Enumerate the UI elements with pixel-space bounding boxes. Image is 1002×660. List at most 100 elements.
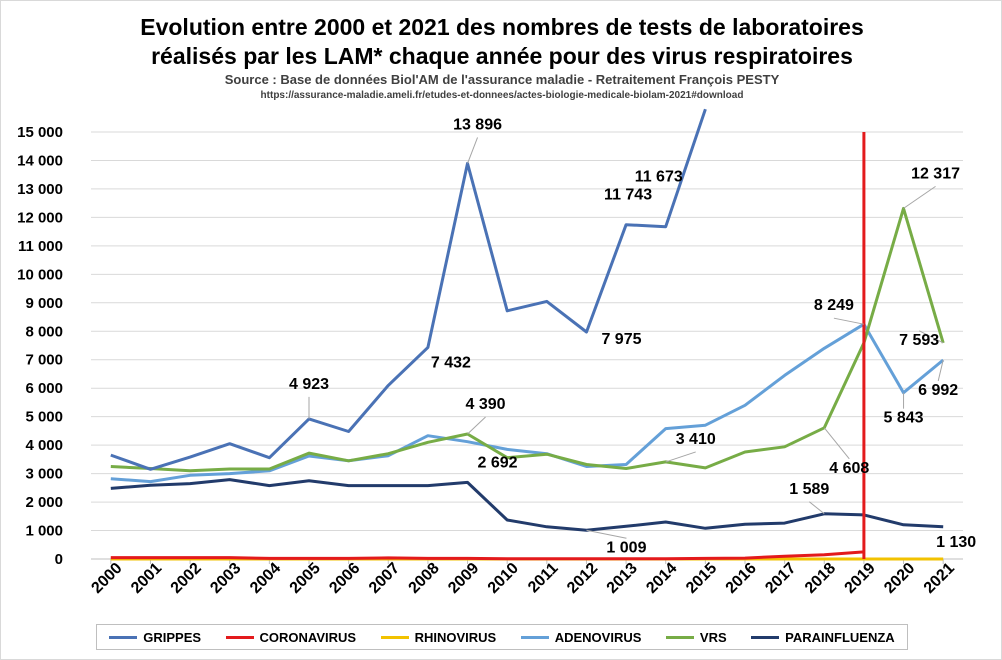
data-label: 7 975 [601, 331, 641, 348]
legend-item-coronavirus: CORONAVIRUS [225, 629, 357, 645]
legend-swatch [665, 635, 694, 639]
y-tick-label: 8 000 [25, 323, 63, 340]
legend-item-adenovirus: ADENOVIRUS [520, 629, 642, 645]
x-axis: 2000 2001 2002 2003 2004 2005 2006 2007 2008 2009… [88, 559, 958, 597]
y-tick-label: 13 000 [17, 181, 63, 198]
data-label: 1 130 [936, 534, 976, 551]
line-chart: 0 1 000 2 000 3 000 4 000 5 000 6 000 7 000 8 00… [17, 108, 976, 597]
data-label-leader [918, 330, 944, 344]
data-label: 11 673 [635, 169, 683, 186]
x-tick-label: 2015 [683, 560, 720, 597]
x-tick-label: 2016 [723, 560, 760, 597]
legend-label: VRS [699, 629, 727, 645]
x-tick-label: 2003 [207, 560, 244, 597]
series-lines [110, 108, 945, 561]
legend-item-grippes: GRIPPES [109, 630, 201, 645]
chart-title-line2: réalisés par les LAM* chaque année pour … [151, 43, 853, 69]
y-tick-label: 2 000 [25, 494, 63, 511]
data-label-leader [586, 529, 627, 539]
y-tick-label: 3 000 [25, 466, 63, 483]
y-tick-label: 7 000 [25, 352, 63, 369]
x-tick-label: 2002 [168, 560, 205, 597]
y-tick-label: 5 000 [25, 409, 63, 426]
data-label-leader [467, 416, 486, 435]
data-label: 4 608 [829, 460, 869, 477]
data-label: 4 923 [289, 376, 329, 393]
x-tick-label: 2010 [485, 560, 522, 597]
y-tick-label: 11 000 [18, 238, 63, 255]
x-tick-label: 2006 [326, 560, 363, 597]
x-tick-label: 2008 [406, 560, 443, 597]
series-line-grippes [110, 108, 707, 471]
legend-swatch [520, 635, 549, 639]
data-label: 4 390 [466, 396, 506, 413]
legend-swatch [225, 635, 254, 639]
x-tick-label: 2000 [88, 560, 125, 597]
legend-item-rhinovirus: RHINOVIRUS [380, 629, 497, 645]
x-tick-label: 2018 [802, 560, 839, 597]
x-tick-label: 2020 [881, 560, 918, 597]
y-tick-label: 12 000 [17, 209, 63, 226]
data-label: 12 317 [911, 165, 960, 182]
x-tick-label: 2014 [643, 560, 680, 597]
y-tick-label: 14 000 [17, 152, 63, 169]
data-label-leader [823, 427, 850, 460]
data-label: 6 992 [918, 382, 958, 399]
chart-legend: GRIPPES CORONAVIRUS RHINOVIRUS ADENOVIRUS VR… [96, 624, 908, 650]
y-tick-label: 4 000 [25, 437, 63, 454]
legend-swatch [751, 635, 780, 639]
legend-label: RHINOVIRUS [414, 629, 497, 645]
legend-item-vrs: VRS [665, 629, 727, 645]
x-tick-label: 2019 [842, 560, 879, 597]
data-label-leader [937, 359, 944, 382]
x-tick-label: 2021 [921, 560, 958, 597]
y-tick-label: 6 000 [25, 380, 63, 397]
data-label-leader [808, 501, 825, 515]
x-tick-label: 2013 [604, 560, 641, 597]
data-label: 7 593 [899, 332, 939, 349]
data-label-leader [903, 185, 936, 209]
chart-title-line1: Evolution entre 2000 et 2021 des nombres… [140, 14, 864, 40]
data-label: 2 692 [478, 454, 518, 471]
data-label-leader [665, 451, 696, 463]
data-label: 1 589 [789, 481, 829, 498]
series-line-vrs [110, 206, 945, 473]
y-axis: 0 1 000 2 000 3 000 4 000 5 000 6 000 7 000 8 00… [17, 124, 63, 568]
chart-source: Source : Base de données Biol'AM de l'as… [224, 72, 780, 87]
data-label: 7 432 [431, 354, 471, 371]
legend-label: PARAINFLUENZA [785, 629, 895, 645]
data-label: 8 249 [814, 297, 854, 314]
series-line-adenovirus [110, 322, 945, 484]
x-tick-label: 2017 [762, 560, 799, 597]
legend-swatch [109, 635, 138, 639]
x-tick-label: 2009 [445, 560, 482, 597]
x-tick-label: 2011 [525, 560, 562, 597]
data-label: 1 009 [606, 539, 646, 556]
x-tick-label: 2007 [366, 560, 403, 597]
grid-lines [91, 131, 963, 560]
chart-source-url: https://assurance-maladie.ameli.fr/etude… [260, 90, 744, 101]
y-tick-label: 9 000 [25, 295, 63, 312]
y-tick-label: 15 000 [17, 124, 63, 141]
data-label-leader [833, 317, 865, 325]
data-label: 11 743 [604, 187, 652, 204]
y-tick-label: 10 000 [17, 266, 63, 283]
series-line-coronavirus [110, 550, 865, 561]
y-tick-label: 1 000 [25, 523, 63, 540]
legend-label: GRIPPES [143, 629, 202, 645]
y-tick-label: 0 [55, 551, 63, 568]
legend-item-parainfluenza: PARAINFLUENZA [751, 630, 895, 645]
legend-swatch [380, 635, 409, 639]
data-label-leader [467, 137, 479, 164]
legend-label: ADENOVIRUS [554, 629, 642, 645]
x-tick-label: 2005 [287, 560, 324, 597]
series-line-parainfluenza [110, 478, 944, 532]
legend-label: CORONAVIRUS [259, 629, 357, 645]
data-label: 3 410 [676, 431, 716, 448]
data-label: 5 843 [884, 410, 924, 427]
x-tick-label: 2004 [247, 560, 284, 597]
x-tick-label: 2001 [128, 560, 165, 597]
data-label: 13 896 [453, 116, 502, 133]
